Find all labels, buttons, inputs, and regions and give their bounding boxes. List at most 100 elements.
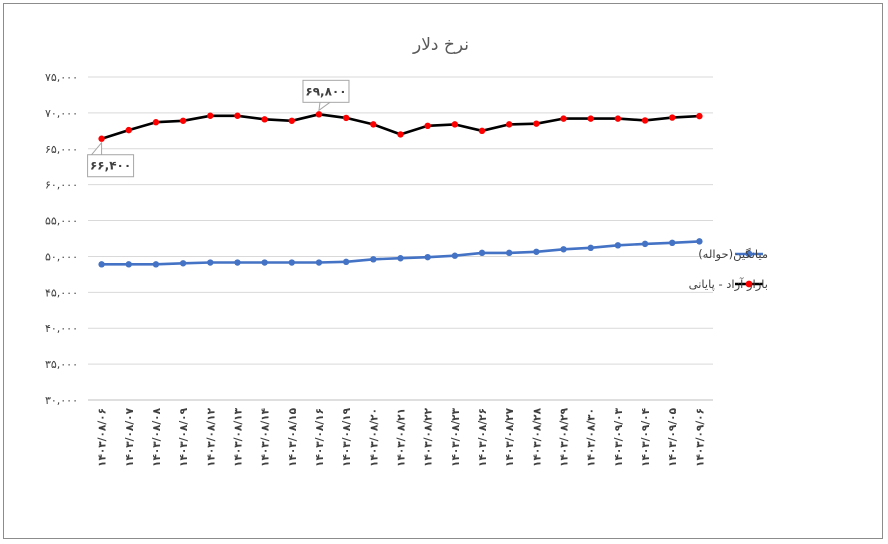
data-point xyxy=(207,259,214,266)
x-tick-label: ۱۴۰۳/۰۸/۱۵ xyxy=(287,407,299,467)
data-point xyxy=(587,115,594,122)
data-point xyxy=(397,131,404,138)
callout-box xyxy=(87,154,135,178)
x-tick-label: ۱۴۰۳/۰۸/۰۶ xyxy=(97,408,109,467)
x-tick-label: ۱۴۰۳/۰۸/۰۷ xyxy=(124,407,136,467)
data-point xyxy=(261,116,268,123)
data-point xyxy=(179,117,187,124)
data-point xyxy=(696,112,703,120)
x-tick-label: ۱۴۰۳/۰۸/۱۶ xyxy=(314,408,326,467)
data-point xyxy=(315,259,323,266)
x-tick-label: ۱۴۰۳/۰۸/۱۴ xyxy=(260,407,272,467)
data-point xyxy=(125,261,132,268)
x-tick-label: ۱۴۰۳/۰۹/۰۵ xyxy=(667,407,679,467)
data-point xyxy=(587,244,594,252)
data-point xyxy=(478,127,486,135)
data-point xyxy=(669,114,676,121)
data-point xyxy=(370,256,377,263)
data-point xyxy=(125,126,132,134)
data-point xyxy=(533,120,540,127)
data-callout: ۶۶,۴۰۰ xyxy=(87,141,135,178)
data-point xyxy=(234,112,241,119)
data-point xyxy=(315,111,323,118)
chart-frame xyxy=(3,3,883,539)
x-tick-label: ۱۴۰۳/۰۹/۰۳ xyxy=(613,407,625,467)
data-point xyxy=(424,253,431,261)
x-tick-label: ۱۴۰۳/۰۸/۲۶ xyxy=(477,408,489,467)
data-point xyxy=(669,239,676,247)
x-tick-label: ۱۴۰۳/۰۸/۱۳ xyxy=(232,407,244,467)
data-point xyxy=(98,261,105,268)
legend-label: بازار آزاد - پایانی xyxy=(689,277,768,292)
y-tick-label: ۴۵,۰۰۰ xyxy=(45,286,78,299)
y-tick-label: ۶۵,۰۰۰ xyxy=(45,143,78,156)
legend: میانگین(حواله) بازار آزاد - پایانی xyxy=(689,247,768,292)
x-axis: ۱۴۰۳/۰۸/۰۶ ۱۴۰۳/۰۸/۰۷ ۱۴۰۳/۰۸/۰۸ ۱۴۰۳/۰۸/۰۹… xyxy=(88,399,713,467)
y-tick-label: ۵۵,۰۰۰ xyxy=(45,215,78,228)
legend-item-1: میانگین(حواله) xyxy=(698,247,768,262)
x-tick-label: ۱۴۰۳/۰۸/۱۹ xyxy=(341,407,353,467)
y-tick-label: ۳۵,۰۰۰ xyxy=(45,358,78,371)
x-tick-label: ۱۴۰۳/۰۸/۳۰ xyxy=(586,408,598,467)
data-point xyxy=(342,114,350,122)
data-point xyxy=(288,117,296,124)
x-tick-label: ۱۴۰۳/۰۸/۲۷ xyxy=(504,407,516,467)
data-point xyxy=(478,249,486,257)
data-point xyxy=(560,115,567,122)
data-point xyxy=(397,255,404,262)
legend-label: میانگین(حواله) xyxy=(698,247,768,262)
x-tick-label: ۱۴۰۳/۰۸/۰۹ xyxy=(178,407,190,467)
data-point xyxy=(614,242,622,249)
data-point xyxy=(207,112,214,119)
callout-pointer xyxy=(318,101,331,112)
x-tick-label: ۱۴۰۳/۰۸/۱۲ xyxy=(205,407,217,467)
callout-box xyxy=(302,79,350,103)
data-callout: ۶۹,۸۰۰ xyxy=(302,79,350,112)
data-point xyxy=(98,135,105,142)
data-point xyxy=(342,258,350,266)
callout-pointer xyxy=(91,141,103,156)
x-tick-label: ۱۴۰۳/۰۸/۲۰ xyxy=(368,408,380,467)
x-tick-label: ۱۴۰۳/۰۸/۰۸ xyxy=(151,407,163,467)
legend-item-2: بازار آزاد - پایانی xyxy=(689,277,768,292)
x-tick-label: ۱۴۰۳/۰۸/۲۱ xyxy=(396,408,408,467)
y-tick-label: ۷۵,۰۰۰ xyxy=(45,71,78,84)
data-point xyxy=(641,240,649,248)
data-point xyxy=(451,121,459,128)
data-point xyxy=(641,117,649,124)
x-tick-label: ۱۴۰۳/۰۸/۲۲ xyxy=(423,407,435,467)
x-tick-label: ۱۴۰۳/۰۹/۰۶ xyxy=(694,408,706,467)
data-point xyxy=(152,261,160,268)
data-point xyxy=(261,259,268,266)
series-2 xyxy=(98,111,703,142)
x-tick-label: ۱۴۰۳/۰۸/۲۸ xyxy=(531,407,543,467)
x-tick-label: ۱۴۰۳/۰۸/۲۳ xyxy=(450,407,462,467)
x-tick-label: ۱۴۰۳/۰۹/۰۴ xyxy=(640,407,652,467)
data-point xyxy=(614,115,622,122)
data-point xyxy=(505,121,513,128)
annotations: ۶۶,۴۰۰ ۶۹,۸۰۰ xyxy=(87,79,350,178)
y-tick-label: ۵۰,۰۰۰ xyxy=(45,250,78,263)
data-point xyxy=(370,121,377,128)
data-point xyxy=(696,238,703,245)
data-point xyxy=(533,248,540,255)
legend-marker xyxy=(745,280,753,288)
data-point xyxy=(505,249,513,257)
y-tick-label: ۳۰,۰۰۰ xyxy=(45,394,78,407)
data-point xyxy=(179,260,187,267)
data-point xyxy=(424,122,431,130)
data-point xyxy=(234,259,241,266)
y-tick-label: ۷۰,۰۰۰ xyxy=(45,107,78,120)
chart-title: نرخ دلار xyxy=(412,35,469,55)
data-point xyxy=(288,259,296,266)
legend-marker xyxy=(745,250,753,258)
callout-label: ۶۶,۴۰۰ xyxy=(90,159,131,173)
gridlines xyxy=(88,76,713,401)
y-tick-label: ۶۰,۰۰۰ xyxy=(45,179,78,192)
data-point xyxy=(560,246,567,253)
y-tick-label: ۴۰,۰۰۰ xyxy=(45,322,78,335)
data-point xyxy=(152,119,160,126)
series-1 xyxy=(98,238,703,268)
callout-label: ۶۹,۸۰۰ xyxy=(305,84,346,98)
